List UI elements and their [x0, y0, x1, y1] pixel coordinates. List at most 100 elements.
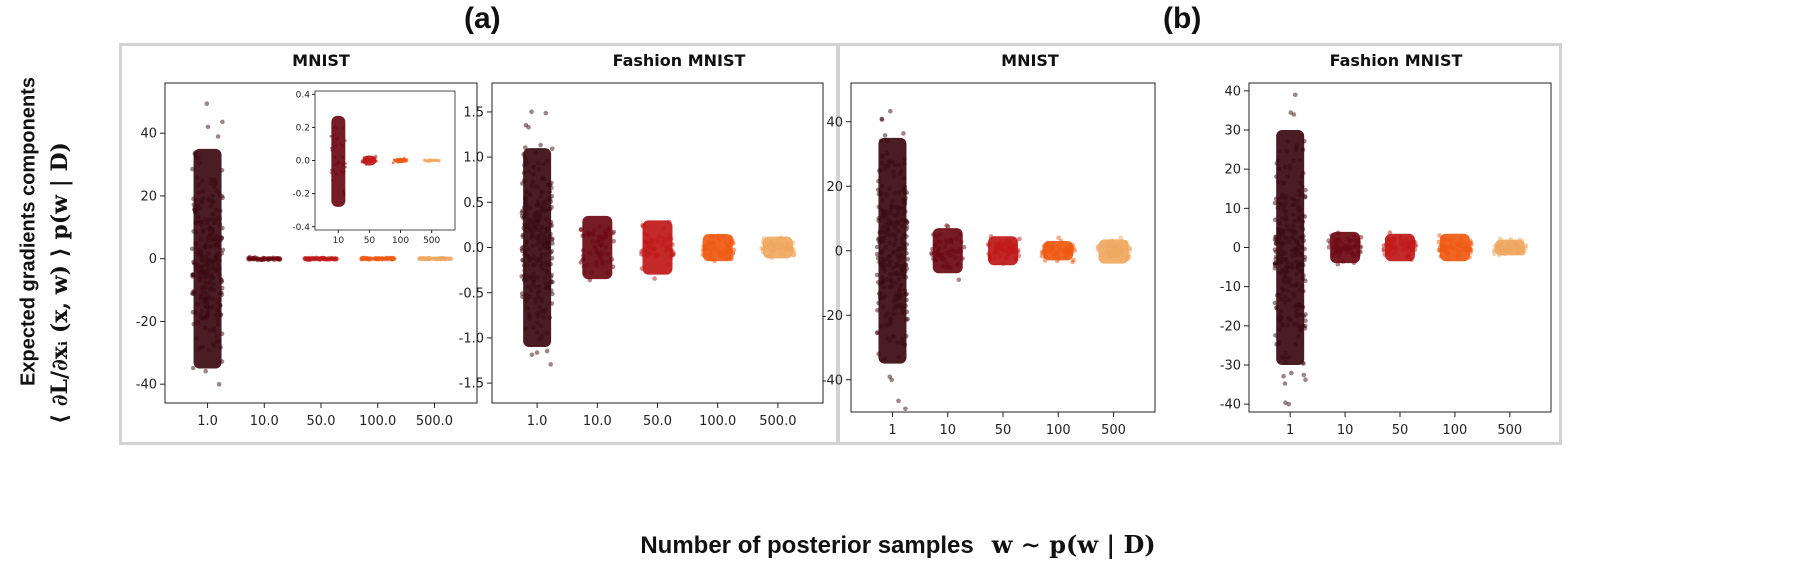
- data-point: [878, 261, 884, 267]
- data-point: [1289, 370, 1294, 376]
- data-point: [954, 236, 959, 241]
- data-point: [666, 244, 671, 249]
- data-point: [530, 243, 535, 249]
- data-point: [901, 206, 906, 211]
- data-point: [580, 233, 585, 239]
- data-point: [1118, 235, 1124, 241]
- data-point: [1358, 235, 1364, 240]
- data-point: [1301, 361, 1306, 366]
- data-point: [1297, 261, 1303, 267]
- data-point: [543, 286, 549, 291]
- y-tick-label: 20: [1224, 163, 1241, 178]
- data-point: [1297, 268, 1303, 273]
- data-point: [942, 244, 948, 250]
- data-point: [196, 182, 202, 187]
- data-point: [193, 209, 198, 215]
- data-point: [1302, 326, 1308, 331]
- data-point: [935, 239, 941, 244]
- data-point: [1276, 166, 1282, 172]
- data-point: [427, 256, 432, 261]
- data-point: [1299, 303, 1304, 309]
- data-point: [892, 163, 898, 168]
- data-point: [211, 297, 216, 302]
- data-point: [1496, 242, 1502, 247]
- data-point: [194, 241, 200, 246]
- data-point: [953, 255, 958, 260]
- data-point: [890, 283, 895, 289]
- data-point: [1329, 233, 1334, 238]
- data-point: [191, 290, 197, 295]
- data-point: [220, 119, 225, 125]
- data-point: [219, 331, 225, 337]
- data-point: [524, 211, 529, 216]
- data-point: [1302, 138, 1307, 144]
- data-point: [526, 222, 531, 228]
- y-tick-label: 0: [149, 252, 157, 267]
- data-point: [339, 170, 343, 173]
- data-point: [520, 294, 525, 300]
- data-point: [1303, 377, 1308, 383]
- data-point: [1276, 231, 1281, 237]
- data-point: [216, 382, 222, 387]
- data-point: [526, 311, 532, 317]
- data-point: [585, 231, 591, 236]
- data-point: [1499, 245, 1505, 250]
- data-point: [548, 199, 553, 204]
- data-point: [520, 258, 526, 263]
- data-point: [1283, 257, 1288, 262]
- data-point: [215, 309, 221, 315]
- data-point: [891, 232, 897, 237]
- data-point: [1295, 242, 1301, 248]
- data-point: [1299, 174, 1304, 179]
- data-point: [523, 122, 529, 128]
- data-point: [1398, 234, 1403, 240]
- data-point: [1302, 214, 1308, 219]
- x-tick-label: 1.0: [197, 414, 218, 429]
- data-point: [875, 255, 881, 261]
- data-point: [904, 250, 909, 256]
- data-point: [1042, 249, 1047, 254]
- data-point: [271, 256, 276, 262]
- data-point: [777, 242, 782, 248]
- data-point: [190, 246, 195, 252]
- data-point: [1398, 242, 1404, 247]
- data-point: [217, 296, 222, 302]
- data-point: [205, 124, 211, 130]
- data-point: [1281, 181, 1286, 186]
- data-point: [1409, 247, 1415, 252]
- data-point: [1051, 246, 1056, 252]
- data-point: [530, 262, 536, 267]
- data-point: [525, 216, 531, 222]
- data-point: [545, 237, 550, 243]
- chart-title: MNIST: [1001, 51, 1059, 70]
- data-point: [1294, 252, 1299, 258]
- data-point: [581, 264, 587, 269]
- data-point: [544, 216, 549, 222]
- data-point: [1303, 318, 1308, 324]
- data-point: [874, 272, 880, 278]
- y-tick-label: 0.0: [296, 157, 311, 167]
- data-point: [197, 161, 202, 166]
- data-point: [769, 255, 775, 260]
- data-point: [523, 196, 528, 201]
- data-point: [1335, 230, 1341, 236]
- data-point: [724, 243, 730, 249]
- data-point: [900, 306, 906, 312]
- data-point: [430, 159, 433, 163]
- data-point: [1286, 297, 1292, 303]
- data-point: [210, 199, 216, 205]
- data-point: [537, 305, 543, 310]
- data-point: [790, 240, 796, 246]
- data-point: [1297, 188, 1302, 194]
- data-point: [893, 237, 899, 242]
- data-point: [877, 168, 882, 174]
- data-point: [903, 218, 909, 223]
- data-point: [667, 233, 672, 238]
- data-point: [1284, 193, 1289, 199]
- data-point: [1398, 238, 1404, 243]
- data-point: [1290, 223, 1296, 228]
- data-point: [722, 239, 728, 245]
- data-point: [1290, 235, 1296, 241]
- data-point: [701, 243, 706, 249]
- data-point: [942, 257, 948, 263]
